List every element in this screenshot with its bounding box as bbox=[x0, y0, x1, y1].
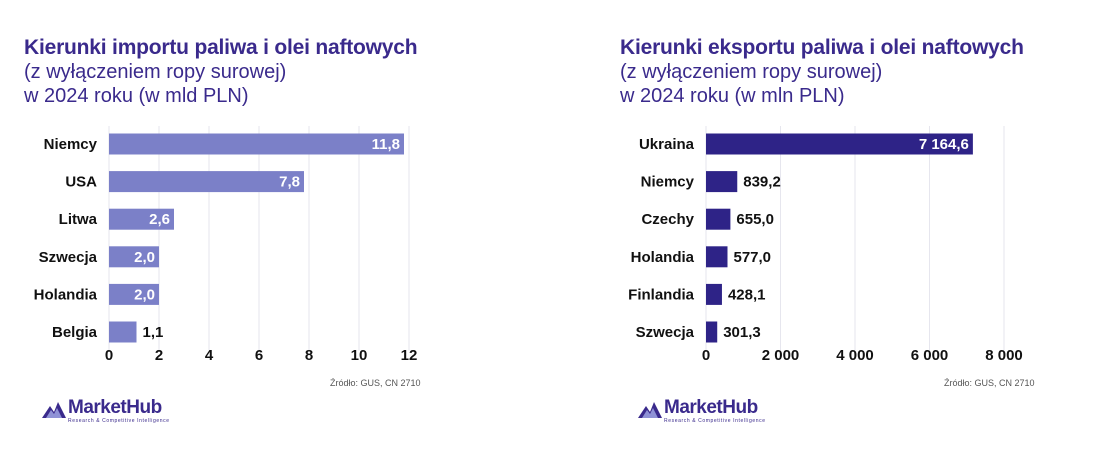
bar-szwecja bbox=[706, 321, 718, 343]
export-chart-panel: Kierunki eksportu paliwa i olei naftowyc… bbox=[596, 0, 1116, 452]
x-tick-label: 2 bbox=[155, 347, 163, 364]
value-label: 7,8 bbox=[279, 174, 300, 191]
export-markethub-logo: MarketHub Research & Competitive Intelli… bbox=[638, 396, 808, 424]
x-tick-label: 6 000 bbox=[911, 347, 949, 364]
x-tick-label: 2 000 bbox=[762, 347, 800, 364]
value-label: 2,0 bbox=[134, 249, 155, 266]
x-tick-label: 4 000 bbox=[836, 347, 874, 364]
bar-ukraina bbox=[706, 133, 973, 155]
import-chart-title: Kierunki importu paliwa i olei naftowych bbox=[24, 36, 418, 59]
category-label: Niemcy bbox=[44, 136, 98, 153]
bar-holandia bbox=[109, 283, 159, 305]
bar-niemcy bbox=[109, 133, 404, 155]
category-label: Szwecja bbox=[39, 249, 98, 266]
import-chart-subtitle-1: (z wyłączeniem ropy surowej) bbox=[24, 61, 287, 83]
logo-brand-name: MarketHub bbox=[68, 397, 162, 418]
x-tick-label: 8 bbox=[305, 347, 313, 364]
category-label: Belgia bbox=[52, 324, 98, 341]
value-label: 1,1 bbox=[143, 324, 164, 341]
value-label: 7 164,6 bbox=[919, 136, 969, 153]
x-tick-label: 6 bbox=[255, 347, 263, 364]
bar-litwa bbox=[109, 208, 174, 230]
import-chart-panel: Kierunki importu paliwa i olei naftowych… bbox=[0, 0, 540, 452]
value-label: 2,6 bbox=[149, 211, 170, 228]
x-tick-label: 0 bbox=[702, 347, 710, 364]
category-label: Szwecja bbox=[636, 324, 695, 341]
import-markethub-logo: MarketHub Research & Competitive Intelli… bbox=[42, 396, 212, 424]
bar-usa bbox=[109, 171, 304, 193]
category-label: USA bbox=[65, 174, 97, 191]
value-label: 2,0 bbox=[134, 286, 155, 303]
bar-belgia bbox=[109, 321, 137, 343]
value-label: 577,0 bbox=[733, 249, 771, 266]
logo-tagline: Research & Competitive Intelligence bbox=[664, 418, 766, 424]
import-title-block: Kierunki importu paliwa i olei naftowych… bbox=[24, 36, 524, 108]
bar-czechy bbox=[706, 208, 731, 230]
x-tick-label: 8 000 bbox=[985, 347, 1023, 364]
export-bar-chart: 0 2 000 4 000 6 000 8 000 Ukraina 7 164,6 Niemc… bbox=[628, 126, 1023, 364]
value-label: 839,2 bbox=[743, 174, 781, 191]
export-source-note: Źródło: GUS, CN 2710 bbox=[944, 378, 1035, 388]
import-bar-chart: 0 2 4 6 8 10 12 Niemcy 11,8 USA 7,8 Litwa 2,6 Szwecja… bbox=[34, 126, 418, 364]
import-source-note: Źródło: GUS, CN 2710 bbox=[330, 378, 421, 388]
category-label: Finlandia bbox=[628, 286, 694, 303]
category-label: Holandia bbox=[631, 249, 695, 266]
value-label: 11,8 bbox=[372, 136, 400, 153]
markethub-logo-icon bbox=[42, 402, 66, 418]
export-chart-subtitle-1: (z wyłączeniem ropy surowej) bbox=[620, 61, 883, 83]
category-label: Holandia bbox=[34, 286, 98, 303]
x-tick-label: 10 bbox=[351, 347, 368, 364]
bar-niemcy bbox=[706, 171, 738, 193]
bar-szwecja bbox=[109, 246, 159, 268]
category-label: Litwa bbox=[59, 211, 98, 228]
category-label: Czechy bbox=[641, 211, 694, 228]
value-label: 301,3 bbox=[723, 324, 761, 341]
category-label: Niemcy bbox=[641, 174, 695, 191]
value-label: 655,0 bbox=[736, 211, 774, 228]
export-chart-title: Kierunki eksportu paliwa i olei naftowyc… bbox=[620, 36, 1024, 59]
export-title-block: Kierunki eksportu paliwa i olei naftowyc… bbox=[620, 36, 1116, 108]
import-chart-subtitle-2: w 2024 roku (w mld PLN) bbox=[24, 85, 249, 107]
x-tick-label: 12 bbox=[401, 347, 418, 364]
logo-tagline: Research & Competitive Intelligence bbox=[68, 418, 170, 424]
logo-brand-name: MarketHub bbox=[664, 397, 758, 418]
x-tick-label: 4 bbox=[205, 347, 214, 364]
value-label: 428,1 bbox=[728, 286, 766, 303]
bar-finlandia bbox=[706, 283, 722, 305]
bar-holandia bbox=[706, 246, 728, 268]
x-tick-label: 0 bbox=[105, 347, 113, 364]
category-label: Ukraina bbox=[639, 136, 695, 153]
markethub-logo-icon bbox=[638, 402, 662, 418]
export-chart-subtitle-2: w 2024 roku (w mln PLN) bbox=[620, 85, 845, 107]
